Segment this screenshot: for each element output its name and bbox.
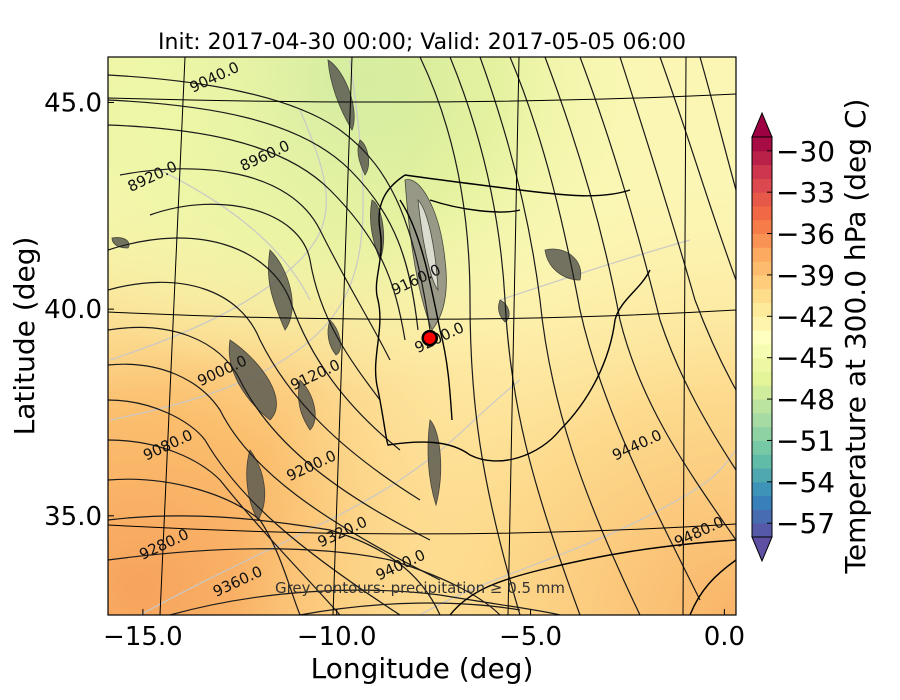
colorbar-segment — [752, 371, 772, 386]
map-frame — [107, 56, 737, 616]
precipitation-annotation: Grey contours: precipitation ≥ 0.5 mm — [275, 579, 565, 597]
colorbar-tick-label: −42 — [776, 300, 835, 333]
colorbar-segment — [752, 316, 772, 331]
location-marker — [421, 329, 439, 347]
colorbar-segment — [752, 178, 772, 193]
colorbar-segment — [752, 150, 772, 166]
colorbar-segment — [752, 274, 772, 290]
colorbar-segment — [752, 468, 772, 483]
colorbar-segment — [752, 233, 772, 248]
colorbar-segment — [752, 343, 772, 359]
colorbar-segment — [752, 509, 772, 524]
colorbar-segment — [752, 399, 772, 414]
colorbar-segment — [752, 357, 772, 372]
colorbar-tick-label: −36 — [776, 218, 835, 251]
colorbar-segment — [752, 440, 772, 455]
colorbar-segment — [752, 261, 772, 276]
colorbar-segment — [752, 330, 772, 345]
x-tick-label: 0.0 — [704, 622, 745, 652]
colorbar-segment — [752, 426, 772, 441]
colorbar-frame — [751, 136, 773, 538]
colorbar-segment — [752, 495, 772, 510]
colorbar-extend-min — [751, 536, 773, 563]
x-tick-label: −15.0 — [103, 622, 183, 652]
colorbar-segment — [752, 205, 772, 221]
x-axis-label: Longitude (deg) — [311, 652, 534, 685]
y-axis-label: Latitude (deg) — [8, 237, 41, 436]
colorbar-tick-label: −48 — [776, 383, 835, 416]
x-tick-label: −10.0 — [297, 622, 377, 652]
y-tick-label: 40.0 — [44, 295, 102, 325]
location-marker-layer — [421, 329, 439, 347]
colorbar-segment — [752, 481, 772, 497]
coastlines — [374, 174, 736, 615]
chart-title: Init: 2017-04-30 00:00; Valid: 2017-05-0… — [158, 30, 686, 55]
colorbar-segment — [752, 192, 772, 207]
colorbar-segment — [752, 288, 772, 304]
colorbar-extend-max — [751, 111, 773, 138]
colorbar-tick-label: −39 — [776, 259, 835, 292]
colorbar-tick-label: −51 — [776, 424, 835, 457]
colorbar-segment — [752, 137, 772, 152]
y-axis-ticks: 35.0 40.0 45.0 — [44, 88, 114, 532]
colorbar-tick-label: −33 — [776, 176, 835, 209]
colorbar-segment — [752, 219, 772, 235]
graticule — [108, 57, 736, 615]
colorbar-tick-label: −45 — [776, 342, 835, 375]
colorbar-segment — [752, 302, 772, 317]
colorbar-segment — [752, 412, 772, 428]
colorbar-segment — [752, 247, 772, 262]
y-tick-label: 45.0 — [44, 88, 102, 118]
colorbar-segment — [752, 385, 772, 400]
colorbar: −30 −33 −36 −39 −42 −45 −48 −51 −54 −57 — [751, 111, 835, 563]
colorbar-tick-label: −57 — [776, 507, 835, 540]
colorbar-segment — [752, 164, 772, 179]
x-tick-label: −5.0 — [499, 622, 562, 652]
x-axis-ticks: −15.0 −10.0 −5.0 0.0 — [103, 609, 745, 652]
colorbar-tick-label: −54 — [776, 466, 835, 499]
colorbar-label: Temperature at 300.0 hPa (deg C) — [839, 99, 872, 575]
y-tick-label: 35.0 — [44, 502, 102, 532]
colorbar-segment — [752, 523, 772, 538]
colorbar-tick-label: −30 — [776, 135, 835, 168]
height-contours — [108, 57, 736, 615]
colorbar-segment — [752, 454, 772, 469]
terrain-shading — [111, 59, 582, 521]
